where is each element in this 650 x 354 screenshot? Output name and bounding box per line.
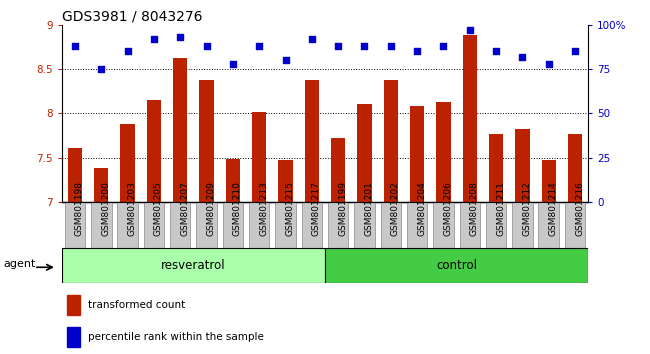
Point [307,36,317,42]
Bar [410,106,424,202]
Text: GSM801212: GSM801212 [523,181,532,236]
Bar [278,160,292,202]
Bar [331,138,345,202]
Bar [67,295,80,315]
Text: transformed count: transformed count [88,300,185,310]
Point [280,57,291,63]
Bar [200,80,214,202]
Text: GSM801203: GSM801203 [127,181,136,236]
Text: GSM801216: GSM801216 [575,181,584,236]
FancyBboxPatch shape [538,202,559,248]
Point [70,43,80,49]
Point [570,48,580,54]
Text: GSM801202: GSM801202 [391,181,400,236]
Text: GSM801215: GSM801215 [285,181,294,236]
FancyBboxPatch shape [328,202,348,248]
Point [491,48,501,54]
Text: percentile rank within the sample: percentile rank within the sample [88,332,264,342]
Text: GSM801200: GSM801200 [101,181,111,236]
Bar [568,134,582,202]
FancyBboxPatch shape [433,202,454,248]
FancyBboxPatch shape [62,248,325,283]
Point [359,43,370,49]
Bar [67,327,80,347]
FancyBboxPatch shape [170,202,190,248]
Bar [463,35,477,202]
Text: GSM801210: GSM801210 [233,181,242,236]
Text: GSM801205: GSM801205 [154,181,163,236]
FancyBboxPatch shape [407,202,428,248]
FancyBboxPatch shape [117,202,138,248]
Text: GSM801209: GSM801209 [207,181,216,236]
Bar [541,160,556,202]
Bar [515,129,530,202]
Text: agent: agent [3,259,36,269]
FancyBboxPatch shape [144,202,164,248]
Text: GSM801199: GSM801199 [338,181,347,236]
FancyBboxPatch shape [325,248,588,283]
Point [149,36,159,42]
Point [202,43,212,49]
Text: GSM801207: GSM801207 [180,181,189,236]
Point [465,27,475,33]
Text: GSM801198: GSM801198 [75,181,84,236]
Bar [226,159,240,202]
FancyBboxPatch shape [275,202,296,248]
Bar [173,58,187,202]
Point [175,34,185,40]
Point [385,43,396,49]
Text: GSM801217: GSM801217 [312,181,321,236]
FancyBboxPatch shape [91,202,112,248]
FancyBboxPatch shape [249,202,270,248]
Point [254,43,265,49]
Bar [94,168,109,202]
Point [227,61,238,67]
Text: GSM801204: GSM801204 [417,181,426,236]
Point [412,48,423,54]
FancyBboxPatch shape [565,202,586,248]
FancyBboxPatch shape [486,202,506,248]
Bar [358,104,372,202]
Text: GSM801201: GSM801201 [365,181,374,236]
Bar [120,124,135,202]
Point [333,43,343,49]
FancyBboxPatch shape [196,202,217,248]
Bar [147,100,161,202]
Bar [68,148,82,202]
Text: GSM801214: GSM801214 [549,181,558,236]
Text: GSM801213: GSM801213 [259,181,268,236]
Point [96,66,107,72]
Text: control: control [436,259,477,272]
Text: GSM801211: GSM801211 [496,181,505,236]
FancyBboxPatch shape [380,202,401,248]
Point [122,48,133,54]
Bar [384,80,398,202]
Bar [489,134,503,202]
Point [517,54,528,59]
Bar [436,102,450,202]
Point [438,43,448,49]
FancyBboxPatch shape [354,202,375,248]
Bar [305,80,319,202]
FancyBboxPatch shape [460,202,480,248]
Point [543,61,554,67]
FancyBboxPatch shape [512,202,533,248]
Text: GDS3981 / 8043276: GDS3981 / 8043276 [62,10,202,24]
FancyBboxPatch shape [302,202,322,248]
Text: resveratrol: resveratrol [161,259,226,272]
Text: GSM801206: GSM801206 [443,181,452,236]
FancyBboxPatch shape [64,202,85,248]
Text: GSM801208: GSM801208 [470,181,479,236]
FancyBboxPatch shape [222,202,243,248]
Bar [252,112,266,202]
